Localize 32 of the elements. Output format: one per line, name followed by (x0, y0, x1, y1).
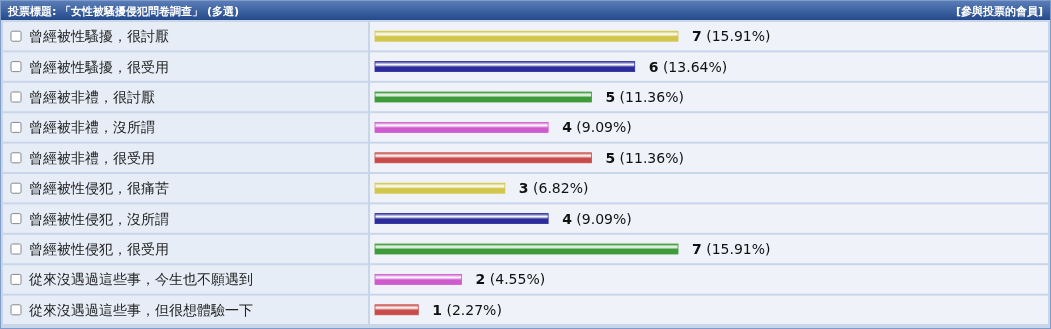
y-tick-label: 曾經被非禮，很討厭 (29, 89, 155, 105)
text: [參與投票的會員] (955, 5, 1043, 18)
data-label: 7 (15.91%) (692, 28, 771, 45)
data-label: 1 (2.27%) (432, 301, 502, 318)
data-label: 4 (9.09%) (562, 210, 632, 227)
y-tick-label: 曾經被性侵犯，很受用 (29, 241, 169, 257)
data-label: 3 (6.82%) (518, 180, 589, 197)
data-label: 5 (11.36%) (605, 89, 684, 105)
data-label: 2 (4.55%) (475, 271, 546, 288)
bar (374, 91, 592, 103)
y-tick-label: 曾經被性騷擾，很討厭 (29, 28, 169, 45)
bar (374, 182, 506, 194)
bar (374, 304, 419, 316)
y-tick-label: 曾經被性騷擾，很受用 (29, 58, 169, 75)
y-tick-label: 曾經被非禮，沒所謂 (29, 119, 155, 136)
bar (374, 122, 549, 133)
bar (374, 30, 679, 42)
data-label: 6 (13.64%) (648, 58, 728, 75)
bar (374, 274, 462, 285)
y-tick-label: 從來沒遇過這些事，今生也不願遇到 (29, 271, 253, 288)
data-label: 7 (15.91%) (692, 241, 771, 257)
data-label: 4 (9.09%) (562, 119, 632, 136)
bar (374, 152, 592, 164)
y-tick-label: 曾經被非禮，很受用 (29, 149, 155, 166)
bar (374, 213, 549, 224)
bar (374, 61, 636, 72)
bar (374, 243, 679, 255)
data-label: 5 (11.36%) (605, 149, 684, 166)
y-tick-label: 曾經被性侵犯，很痛苦 (29, 180, 169, 197)
text: 投票標題: 「女性被騷擾侵犯問卷調查」 (多選) (7, 5, 240, 18)
y-tick-label: 從來沒遇過這些事，但很想體驗一下 (29, 301, 253, 318)
y-tick-label: 曾經被性侵犯，沒所謂 (29, 210, 169, 227)
